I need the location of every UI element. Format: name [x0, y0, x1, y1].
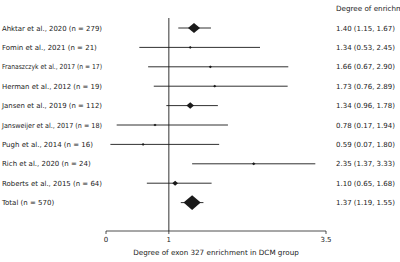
- estimate-label: 0.78 (0.17, 1.94): [336, 122, 395, 130]
- point-estimate: [189, 46, 192, 49]
- confidence-interval: [139, 47, 260, 48]
- estimate-label: 1.37 (1.19, 1.55): [336, 199, 395, 207]
- study-label: Fomin et al., 2021 (n = 21): [2, 44, 97, 52]
- confidence-interval: [147, 183, 212, 184]
- forest-chart: Degree of enrichment Ahktar et al., 2020 …: [0, 0, 400, 262]
- x-axis-line: [106, 231, 326, 232]
- confidence-interval: [110, 144, 219, 145]
- plot-marks: [110, 23, 315, 210]
- x-axis-label: Degree of exon 327 enrichment in DCM gro…: [133, 248, 299, 257]
- estimate-label: 1.10 (0.65, 1.68): [336, 180, 395, 188]
- column-header: Degree of enrichment: [336, 4, 400, 13]
- study-label: Roberts et al., 2015 (n = 64): [2, 180, 102, 188]
- confidence-interval: [154, 86, 288, 87]
- point-estimate: [153, 124, 156, 127]
- point-estimate: [184, 195, 201, 210]
- study-label: Ahktar et al., 2020 (n = 279): [2, 25, 102, 33]
- study-label: Rich et al., 2020 (n = 24): [2, 160, 91, 168]
- estimate-label: 2.35 (1.37, 3.33): [336, 160, 395, 168]
- study-label: Jansen et al., 2019 (n = 112): [1, 102, 102, 110]
- x-tick-label: 1: [167, 236, 171, 244]
- study-label: Jansweijer et al., 2017 (n = 18): [1, 122, 102, 130]
- confidence-interval: [148, 66, 288, 67]
- confidence-interval: [117, 125, 228, 126]
- x-tick-label: 3.5: [320, 236, 331, 244]
- estimate-label: 1.73 (0.76, 2.89): [336, 83, 395, 91]
- x-tick-label: 0: [104, 236, 108, 244]
- estimate-label: 1.34 (0.53, 2.45): [336, 44, 395, 52]
- point-estimate: [186, 102, 194, 108]
- point-estimate: [172, 181, 178, 186]
- estimate-label: 1.66 (0.67, 2.90): [336, 63, 395, 71]
- point-estimate: [252, 162, 256, 165]
- study-label: Franaszczyk et al., 2017 (n = 17): [2, 63, 102, 71]
- study-label: Total (n = 570): [1, 199, 54, 207]
- x-tick: [168, 231, 169, 234]
- point-estimate: [188, 23, 200, 33]
- point-estimate: [213, 85, 216, 88]
- estimate-label: 1.34 (0.96, 1.78): [336, 102, 395, 110]
- study-label: Herman et al., 2012 (n = 19): [2, 83, 102, 91]
- x-tick: [326, 231, 327, 234]
- confidence-interval: [192, 163, 315, 164]
- study-label: Pugh et al., 2014 (n = 16): [2, 141, 93, 149]
- point-estimate: [209, 65, 212, 68]
- reference-line: [168, 18, 169, 231]
- x-tick: [106, 231, 107, 234]
- point-estimate: [141, 143, 144, 146]
- estimate-label: 1.40 (1.15, 1.67): [336, 25, 395, 33]
- estimate-label: 0.59 (0.07, 1.80): [336, 141, 395, 149]
